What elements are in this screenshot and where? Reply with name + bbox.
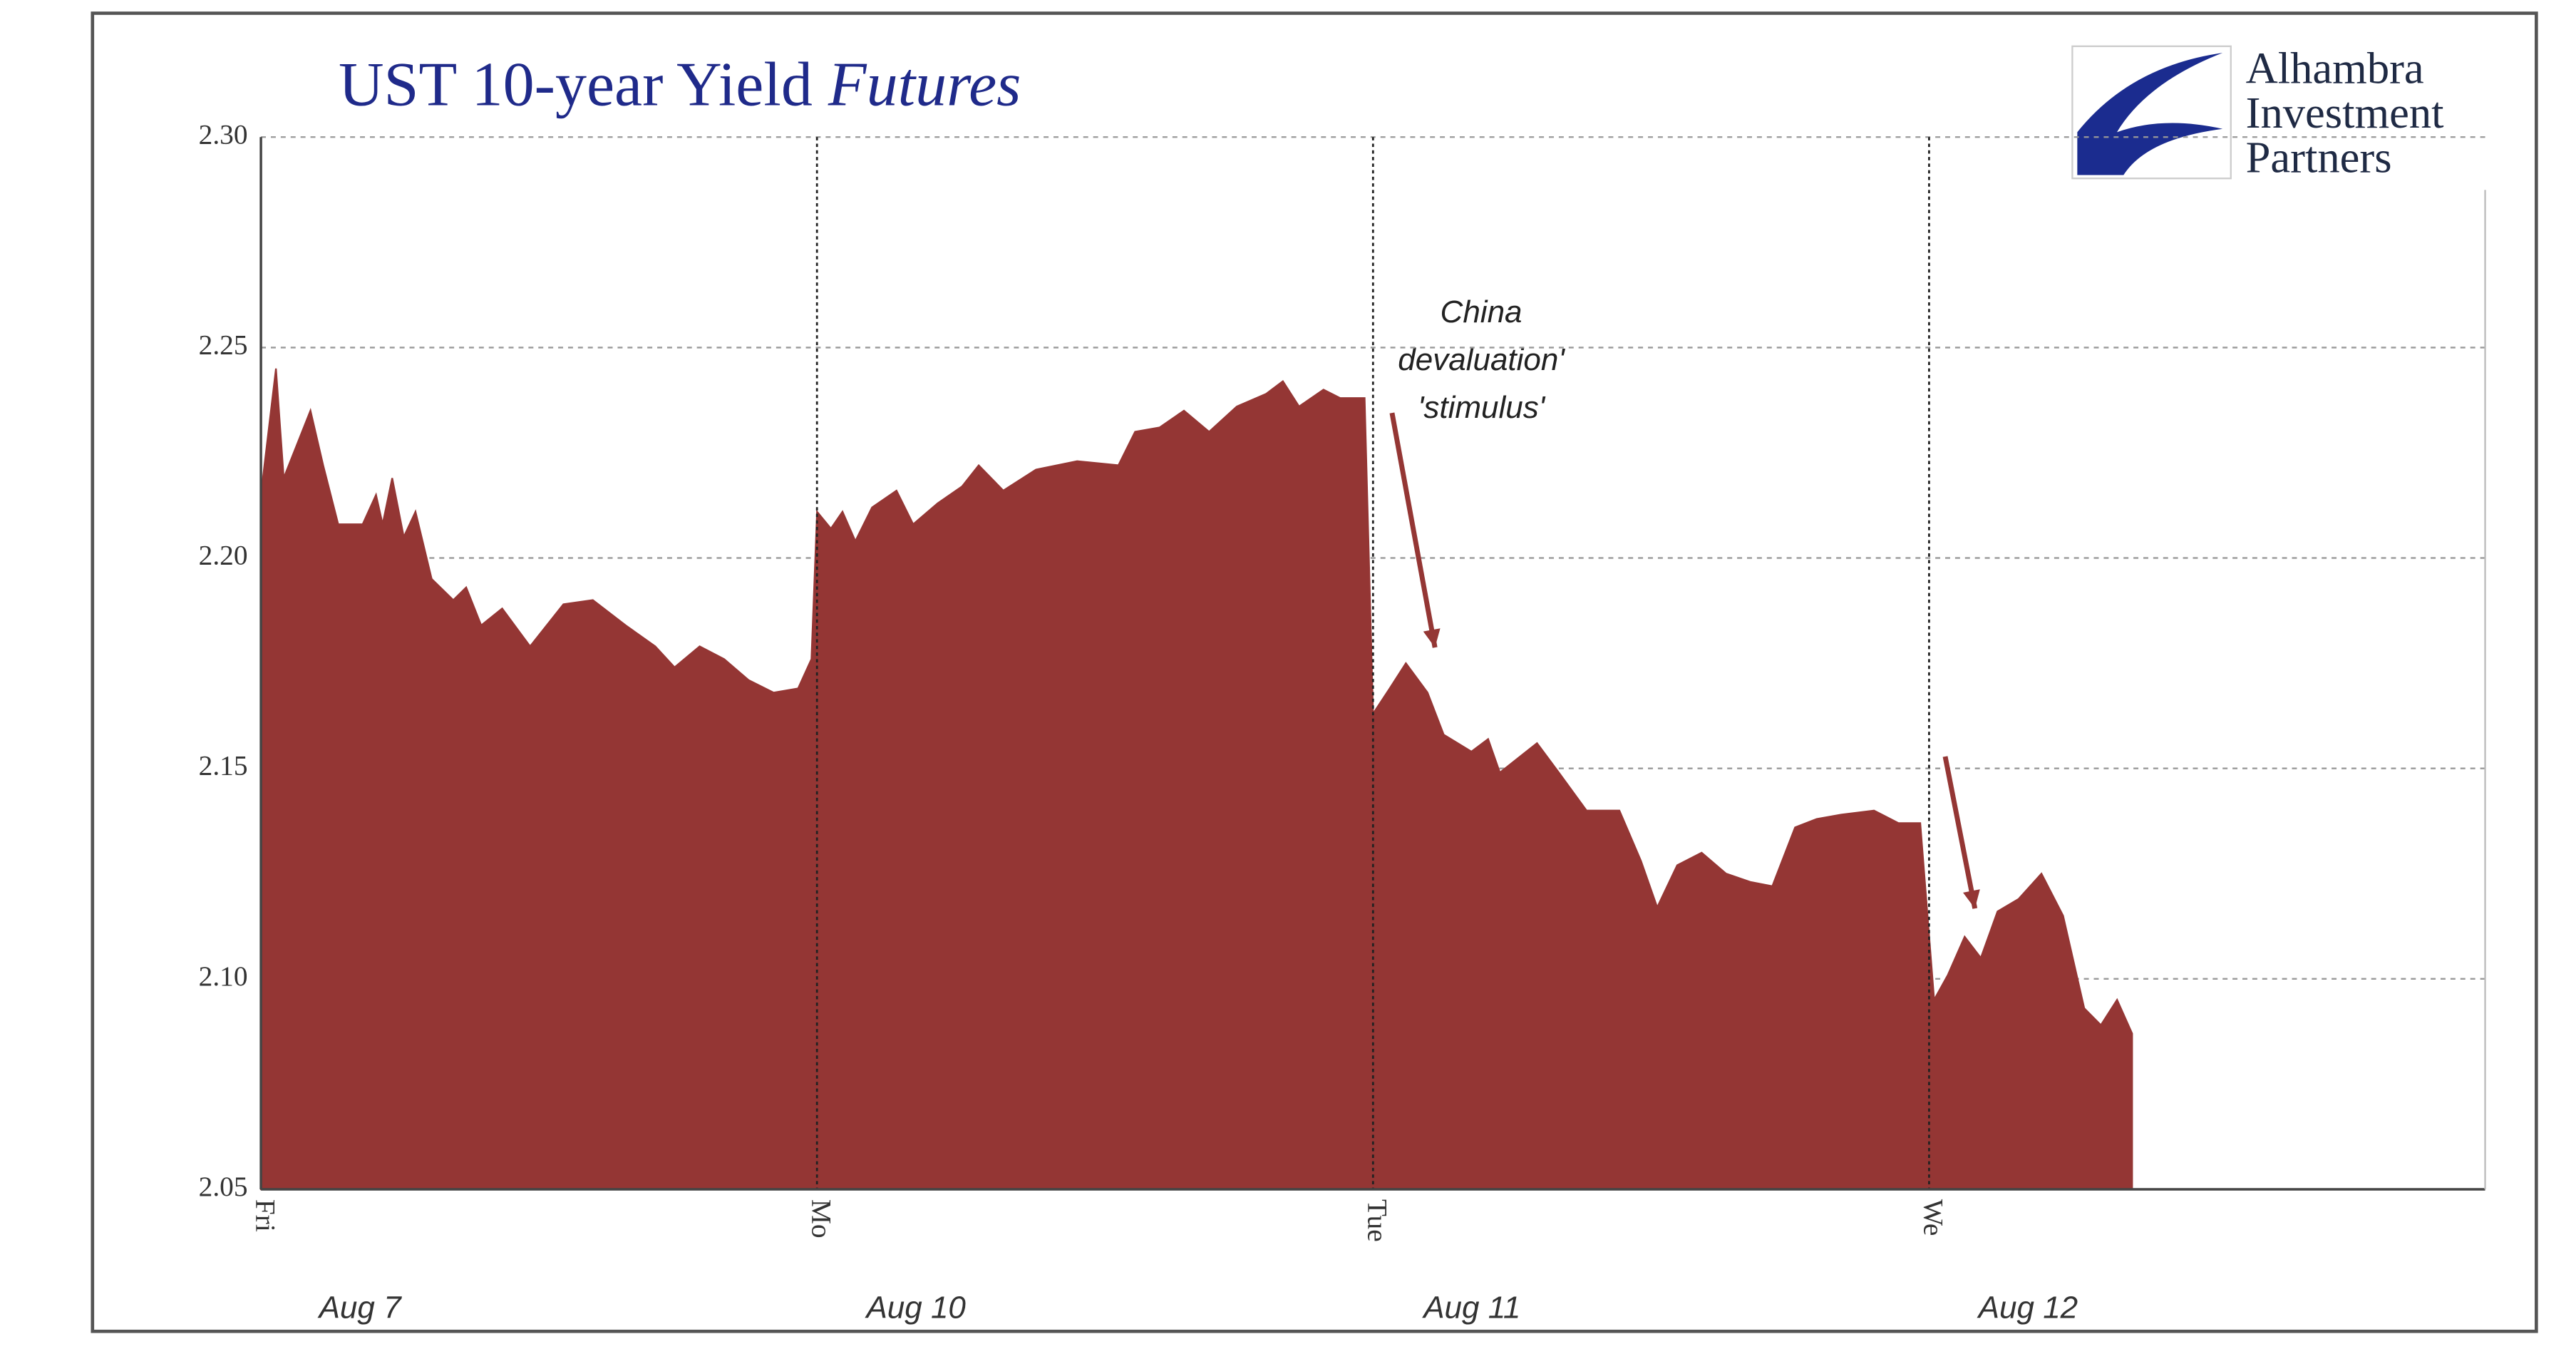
x-tick-label: Fri [249,1199,281,1232]
annotation-text: China [1441,294,1523,329]
date-label: Aug 11 [1421,1291,1520,1326]
logo-text: Partners [2246,132,2392,182]
y-tick-label: 2.15 [199,750,248,781]
x-tick-label: Mo [805,1199,837,1239]
annotation-arrow [1389,412,1438,648]
y-tick-label: 2.25 [199,329,248,360]
arrow-head [1963,889,1980,909]
y-tick-label: 2.20 [199,540,248,571]
x-tick-label: We [1918,1199,1949,1236]
area [259,368,2133,1191]
y-tick-label: 2.10 [199,960,248,992]
title-italic: Futures [828,51,1021,120]
arrow-head [1423,628,1441,648]
annotation-text: 'stimulus' [1418,390,1546,425]
x-tick-label: Tue [1362,1199,1393,1242]
date-label: Aug 7 [317,1291,403,1326]
y-tick-label: 2.05 [199,1171,248,1202]
logo-text: Alhambra [2246,43,2424,93]
title-text: UST 10-year Yield [339,51,813,120]
logo-mark [2077,53,2223,175]
logo-text: Investment [2246,88,2444,138]
logo: Alhambra Investment Partners [2071,43,2444,182]
date-label: Aug 10 [864,1291,966,1326]
annotation-arrow [1942,756,1978,909]
y-tick-label: 2.30 [199,118,248,150]
chart-title: UST 10-year Yield Futures [339,51,1021,120]
date-label: Aug 12 [1977,1291,2078,1326]
